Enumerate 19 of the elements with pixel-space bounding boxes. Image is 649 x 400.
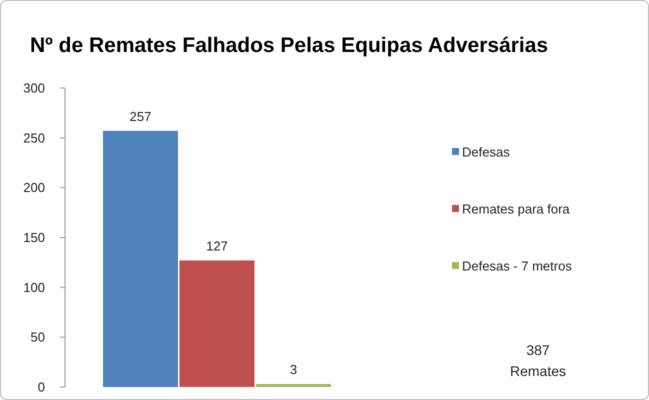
text: Remates	[510, 363, 566, 379]
bar	[256, 384, 331, 387]
y-tick-label: 250	[23, 130, 45, 146]
legend-label: Defesas - 7 metros	[462, 258, 572, 274]
y-tick-label: 150	[23, 230, 45, 246]
bar	[180, 260, 254, 387]
data-label: 127	[206, 238, 228, 254]
y-tick-label: 0	[38, 380, 45, 395]
chart-title: Nº de Remates Falhados Pelas Equipas Adversárias	[30, 34, 548, 57]
text: 387	[526, 342, 550, 358]
y-tick-label: 50	[30, 330, 45, 345]
y-tick-label: 300	[23, 80, 45, 96]
legend-label: Defesas	[462, 144, 510, 160]
y-tick-label: 100	[23, 280, 45, 295]
data-label: 257	[130, 108, 152, 124]
bar	[103, 130, 178, 387]
data-label: 3	[290, 362, 298, 378]
legend-label: Remates para fora	[462, 202, 570, 217]
y-tick-label: 200	[23, 180, 45, 196]
